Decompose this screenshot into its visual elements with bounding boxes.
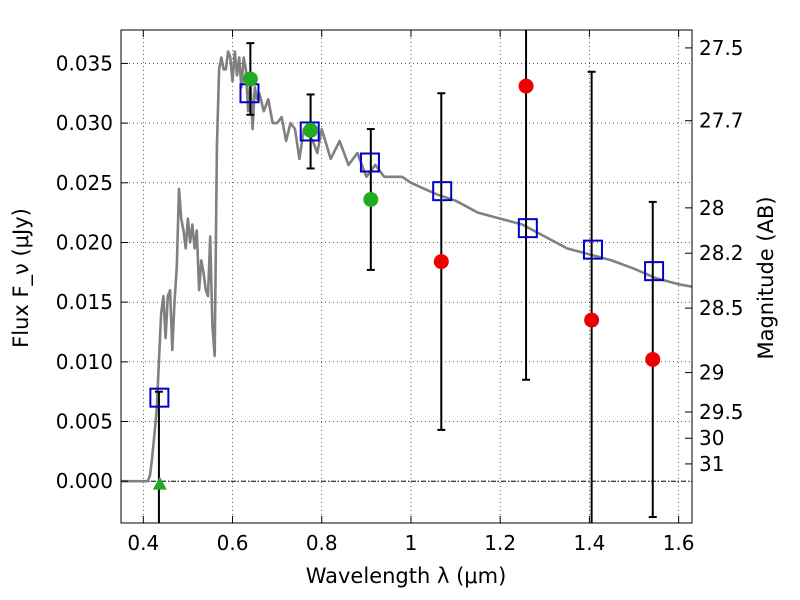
y-tick-label: 0.000 [56,469,113,493]
mag-tick-label: 27.7 [699,109,744,133]
y-axis: 0.000 0.005 0.010 0.015 0.020 0.025 0.030 0.035 [56,51,128,493]
observed-flux-point [518,78,534,94]
x-tick-label: 0.4 [127,531,159,555]
mag-tick-label: 27.5 [699,36,744,60]
mag-tick-label: 29.5 [699,400,744,424]
x-tick-label: 1.2 [484,531,516,555]
y2-axis-label: Magnitude (AB) [754,196,778,359]
y-axis-label: Flux F_ν (μJy) [9,208,34,348]
model-photometry-square [582,239,603,260]
y-tick-label: 0.025 [56,171,113,195]
x-axis: 0.4 0.6 0.8 1 1.2 1.4 1.6 [127,30,695,555]
mag-tick-label: 28.5 [699,296,744,320]
upper-limit-triangle [152,476,167,490]
y-tick-label: 0.035 [56,51,113,75]
mag-tick-label: 28 [699,196,724,220]
x-tick-label: 0.6 [217,531,249,555]
observed-flux-point [433,254,449,270]
observed-flux-point [303,122,319,138]
y-tick-label: 0.005 [56,410,113,434]
y-tick-label: 0.015 [56,290,113,314]
plot-area [121,30,692,523]
mag-tick-label: 31 [699,452,724,476]
mag-tick-label: 28.2 [699,241,744,265]
observed-flux-point [645,351,661,367]
observed-flux-point [242,71,258,87]
model-spectrum-line [121,50,693,483]
x-tick-label: 0.8 [306,531,338,555]
model-photometry-square [149,387,170,408]
model-photometry-square [432,181,453,202]
mag-tick-label: 29 [699,361,724,385]
mag-tick-label: 30 [699,426,724,450]
x-tick-label: 1.6 [663,531,695,555]
model-photometry-square [644,261,665,282]
model-spectrum [121,50,693,483]
y-tick-label: 0.030 [56,111,113,135]
plot-frame [120,29,693,524]
model-photometry-square [299,121,320,142]
observed-flux-point [363,192,379,208]
x-axis-label: Wavelength λ (μm) [306,564,507,588]
observed-flux-point [584,312,600,328]
model-photometry-square [359,152,380,173]
data-markers [149,71,665,490]
y-tick-label: 0.020 [56,230,113,254]
y-tick-label: 0.010 [56,350,113,374]
x-tick-label: 1.4 [573,531,605,555]
x-tick-label: 1 [405,531,418,555]
model-photometry-square [517,218,538,239]
